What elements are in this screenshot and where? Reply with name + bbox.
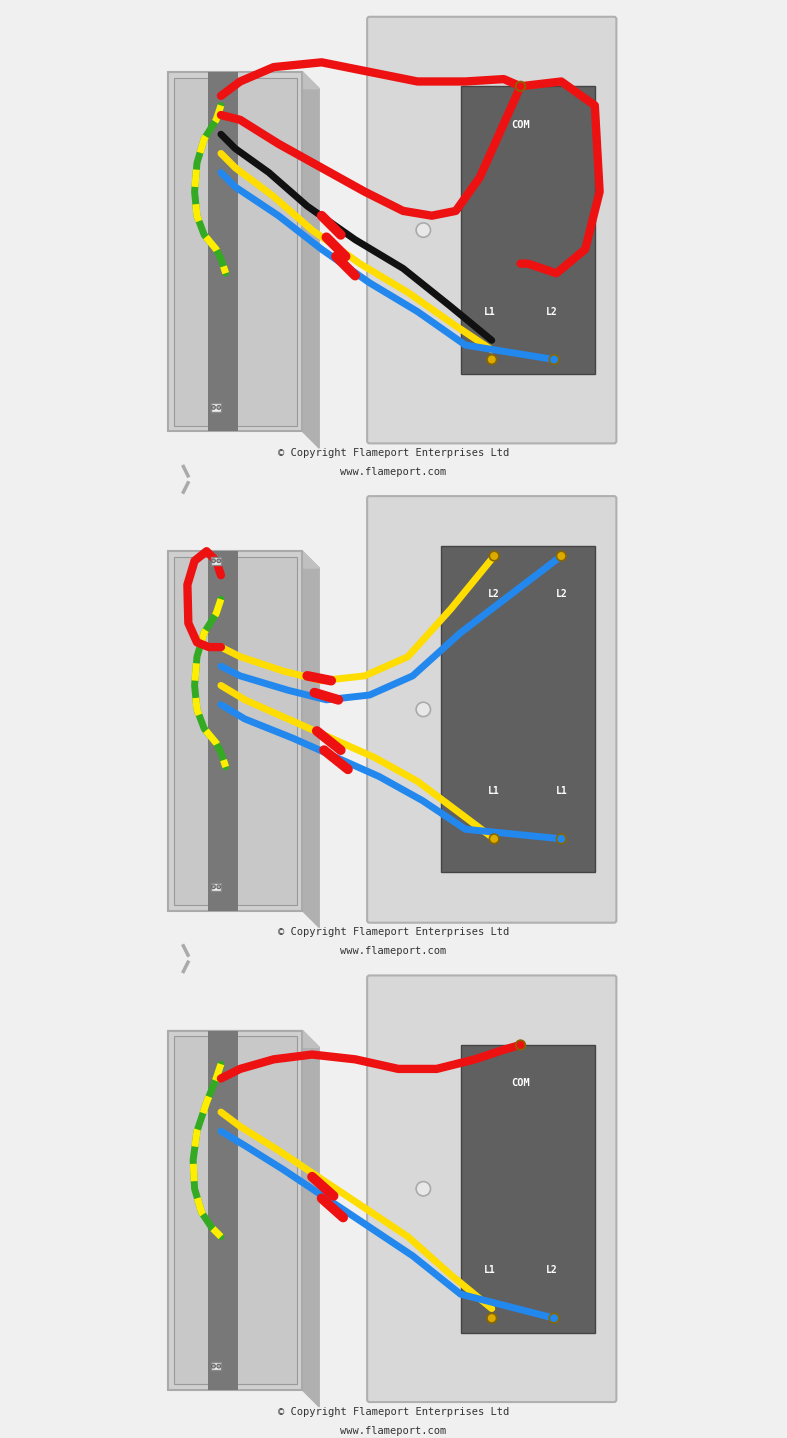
Bar	[209, 72, 238, 431]
Circle shape	[549, 355, 559, 364]
Text: L1: L1	[483, 1265, 495, 1276]
Text: www.flameport.com: www.flameport.com	[340, 1426, 447, 1435]
Circle shape	[416, 223, 430, 237]
Circle shape	[212, 406, 216, 410]
Text: © Copyright Flameport Enterprises Ltd: © Copyright Flameport Enterprises Ltd	[278, 928, 509, 938]
Circle shape	[515, 1040, 525, 1050]
FancyBboxPatch shape	[368, 17, 616, 443]
Circle shape	[487, 1313, 497, 1323]
FancyBboxPatch shape	[368, 975, 616, 1402]
Bar	[460, 1045, 595, 1333]
Text: L1: L1	[488, 787, 500, 795]
Circle shape	[416, 702, 430, 716]
Bar	[174, 557, 297, 905]
Circle shape	[217, 1365, 220, 1368]
Circle shape	[487, 355, 497, 364]
Circle shape	[570, 1182, 585, 1196]
Text: COM: COM	[511, 119, 530, 129]
Bar	[442, 546, 595, 873]
Text: www.flameport.com: www.flameport.com	[340, 946, 447, 956]
Text: L2: L2	[546, 1265, 557, 1276]
Text: www.flameport.com: www.flameport.com	[340, 467, 447, 477]
Bar	[211, 403, 221, 411]
Circle shape	[217, 406, 220, 410]
Polygon shape	[168, 551, 320, 568]
Bar	[174, 78, 297, 426]
Text: L2: L2	[488, 590, 500, 600]
FancyBboxPatch shape	[168, 551, 302, 910]
Bar	[209, 551, 238, 910]
Bar	[460, 86, 595, 374]
Circle shape	[515, 82, 525, 91]
FancyBboxPatch shape	[368, 496, 616, 923]
Circle shape	[212, 1365, 216, 1368]
Circle shape	[570, 702, 585, 716]
Polygon shape	[168, 72, 320, 89]
Circle shape	[556, 834, 566, 844]
Circle shape	[217, 559, 220, 562]
Bar	[209, 1031, 238, 1391]
Circle shape	[217, 884, 220, 889]
Polygon shape	[168, 1031, 320, 1047]
Circle shape	[416, 1182, 430, 1196]
Circle shape	[570, 223, 585, 237]
Bar	[211, 883, 221, 892]
Circle shape	[556, 551, 566, 561]
Circle shape	[212, 559, 216, 562]
Bar	[211, 557, 221, 565]
Text: L2: L2	[546, 306, 557, 316]
Polygon shape	[302, 1031, 320, 1406]
Circle shape	[549, 1313, 559, 1323]
Text: L1: L1	[483, 306, 495, 316]
FancyBboxPatch shape	[168, 72, 302, 431]
Circle shape	[212, 884, 216, 889]
Text: L2: L2	[556, 590, 567, 600]
Circle shape	[490, 834, 499, 844]
Text: L1: L1	[556, 787, 567, 795]
Text: COM: COM	[511, 1078, 530, 1089]
Polygon shape	[302, 551, 320, 928]
Circle shape	[490, 551, 499, 561]
FancyBboxPatch shape	[168, 1031, 302, 1391]
Polygon shape	[302, 72, 320, 449]
Bar	[174, 1037, 297, 1385]
Text: © Copyright Flameport Enterprises Ltd: © Copyright Flameport Enterprises Ltd	[278, 449, 509, 457]
Bar	[211, 1362, 221, 1370]
Text: © Copyright Flameport Enterprises Ltd: © Copyright Flameport Enterprises Ltd	[278, 1406, 509, 1416]
